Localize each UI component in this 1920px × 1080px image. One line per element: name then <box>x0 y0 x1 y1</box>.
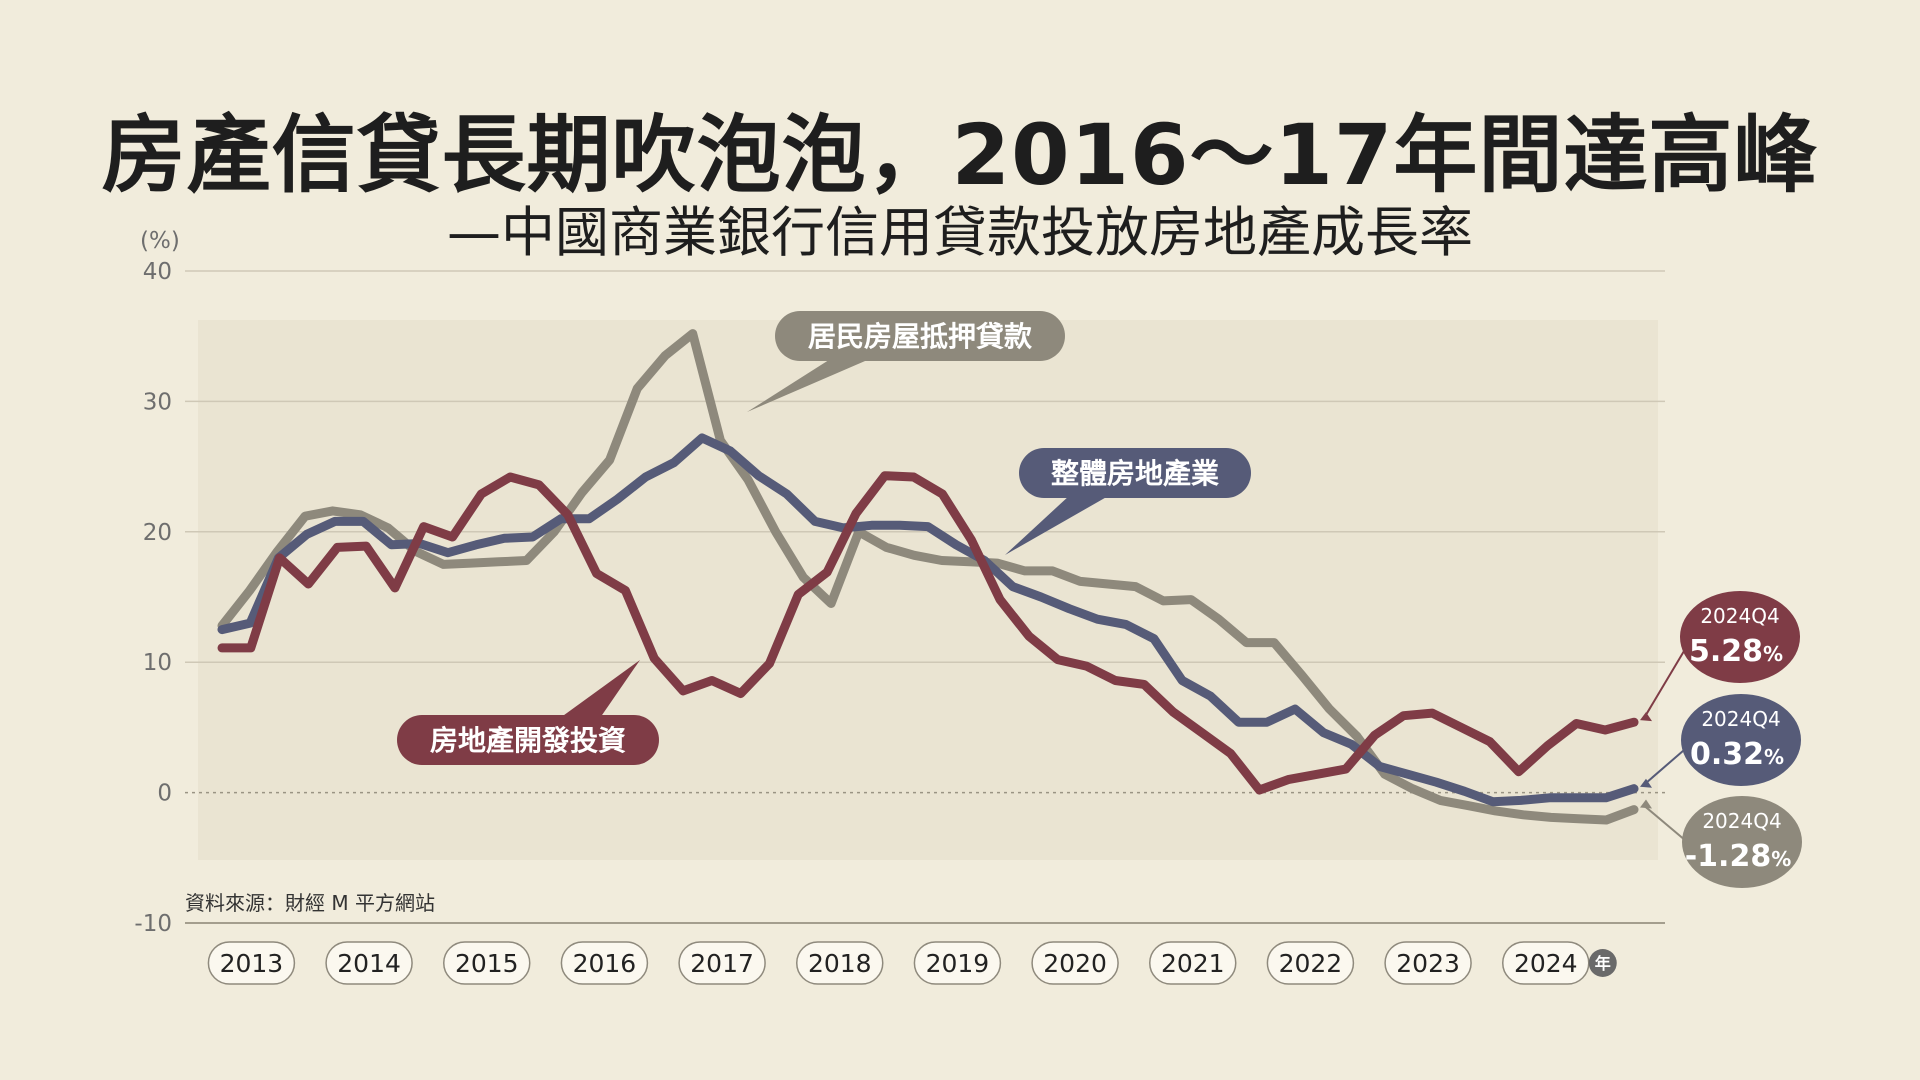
chart-title: 房產信貸長期吹泡泡，2016～17年間達高峰 <box>101 106 1819 204</box>
x-axis-year-labels: 2013 2014 2015 2016 2017 2018 2019 2020 2021 2022… <box>207 941 1617 985</box>
year-label: 2015 <box>455 949 519 978</box>
end-pointer-development <box>1643 640 1691 719</box>
year-label: 2018 <box>808 949 872 978</box>
end-badge-development <box>1680 591 1800 683</box>
year-pill <box>1149 941 1237 985</box>
series-label-realestate: 整體房地產業 <box>1051 457 1219 490</box>
year-label: 2024 <box>1514 949 1578 978</box>
end-pointer-head-realestate <box>1640 778 1652 788</box>
y-tick-label: 0 <box>157 781 172 807</box>
year-label: 2016 <box>573 949 637 978</box>
callout-mortgage <box>775 311 1065 361</box>
end-pointer-head-mortgage <box>1640 799 1652 809</box>
year-pill <box>796 941 884 985</box>
end-pointer-head-development <box>1640 712 1652 722</box>
year-pill <box>560 941 649 985</box>
y-tick-label: 40 <box>143 259 172 285</box>
year-pill <box>443 941 531 985</box>
year-pill <box>913 941 1002 985</box>
year-pill <box>1384 941 1472 985</box>
year-label: 2019 <box>926 949 990 978</box>
y-axis-ticks: 40 30 20 10 0 -10 <box>134 259 172 937</box>
series-line-mortgage <box>217 329 1639 825</box>
series-lines <box>217 329 1639 825</box>
end-period-mortgage: 2024Q4 <box>1702 809 1781 833</box>
end-badge-realestate <box>1681 694 1801 786</box>
year-pill <box>678 941 766 985</box>
y-tick-label: 10 <box>143 650 172 676</box>
series-line-development <box>217 471 1639 795</box>
source-note: 資料來源：財經 M 平方網站 <box>185 891 435 915</box>
end-unit-realestate: % <box>1764 745 1784 769</box>
y-tick-label: -10 <box>134 911 172 937</box>
year-pill <box>1266 941 1355 985</box>
year-unit-badge <box>1588 949 1617 977</box>
year-label: 2021 <box>1161 949 1225 978</box>
series-label-mortgage: 居民房屋抵押貸款 <box>808 320 1033 353</box>
series-line-realestate <box>217 433 1639 807</box>
callout-realestate <box>1019 448 1251 498</box>
year-label: 2014 <box>337 949 401 978</box>
plot-shade <box>198 320 1658 860</box>
callout-tail-realestate <box>1005 495 1110 555</box>
series-label-development: 房地產開發投資 <box>430 724 626 757</box>
y-tick-label: 30 <box>143 389 172 415</box>
end-period-realestate: 2024Q4 <box>1701 707 1780 731</box>
end-unit-development: % <box>1763 642 1783 666</box>
year-pill <box>325 941 413 985</box>
callout-tail-mortgage <box>747 358 872 412</box>
end-period-development: 2024Q4 <box>1700 604 1779 628</box>
year-pill <box>207 941 296 985</box>
year-label: 2020 <box>1043 949 1107 978</box>
end-unit-mortgage: % <box>1771 847 1791 871</box>
year-label: 2023 <box>1396 949 1460 978</box>
year-label: 2013 <box>220 949 284 978</box>
chart-subtitle: —中國商業銀行信用貸款投放房地產成長率 <box>447 201 1473 264</box>
year-pill <box>1031 941 1119 985</box>
year-label: 2017 <box>690 949 754 978</box>
callout-development <box>397 715 659 765</box>
y-tick-label: 20 <box>143 520 172 546</box>
end-badge-mortgage <box>1682 796 1802 888</box>
callout-tail-development <box>560 660 640 718</box>
year-unit-label: 年 <box>1595 954 1611 973</box>
y-axis-unit: (%) <box>140 228 180 254</box>
year-label: 2022 <box>1279 949 1343 978</box>
